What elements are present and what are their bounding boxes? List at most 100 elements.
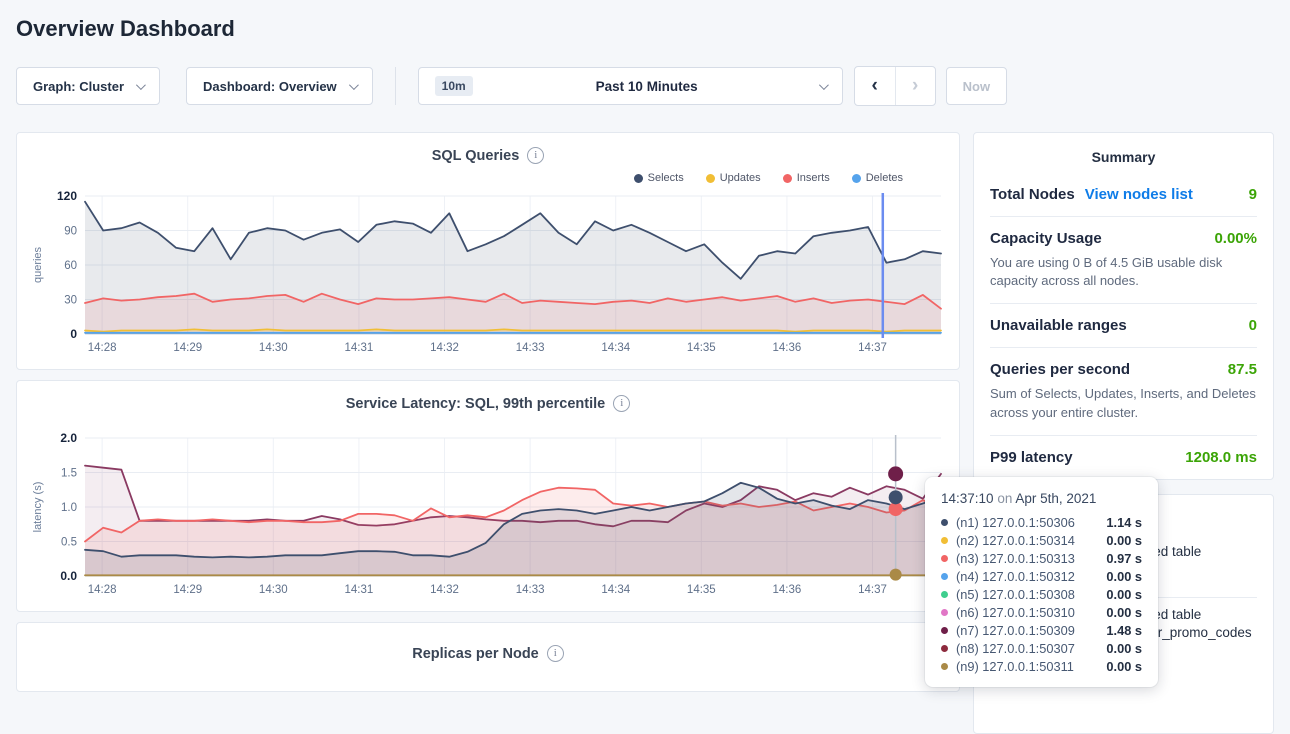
replicas-chart-card: Replicas per Node i (16, 622, 960, 692)
graph-scope-label: Graph: Cluster (33, 79, 124, 94)
svg-text:14:32: 14:32 (430, 584, 459, 596)
now-button[interactable]: Now (946, 67, 1007, 105)
tooltip-node-row: (n2) 127.0.0.1:503140.00 s (941, 531, 1142, 549)
node-latency-value: 0.97 s (1106, 551, 1142, 566)
graph-scope-dropdown[interactable]: Graph: Cluster (16, 67, 160, 105)
tooltip-node-row: (n9) 127.0.0.1:50311 0.00 s (941, 657, 1142, 675)
svg-text:14:36: 14:36 (773, 342, 802, 354)
svg-text:30: 30 (64, 295, 77, 307)
service-latency-chart-card: Service Latency: SQL, 99th percentile i … (16, 380, 960, 612)
summary-row-unavailable-ranges: Unavailable ranges 0 (974, 304, 1273, 347)
svg-text:14:32: 14:32 (430, 342, 459, 354)
svg-text:14:33: 14:33 (516, 584, 545, 596)
dashboard-dropdown[interactable]: Dashboard: Overview (186, 67, 373, 105)
node-color-dot-icon (941, 591, 948, 598)
replicas-chart-title: Replicas per Node (412, 646, 539, 662)
p99-latency-value: 1208.0 ms (1185, 449, 1257, 466)
node-latency-value: 0.00 s (1106, 641, 1142, 656)
node-address: (n7) 127.0.0.1:50309 (956, 623, 1098, 638)
qps-desc: Sum of Selects, Updates, Inserts, and De… (990, 385, 1257, 421)
total-nodes-value: 9 (1249, 186, 1257, 203)
prev-time-button[interactable]: ‹ (855, 67, 895, 105)
node-latency-value: 1.48 s (1106, 623, 1142, 638)
svg-text:14:34: 14:34 (601, 584, 630, 596)
svg-text:14:36: 14:36 (773, 584, 802, 596)
svg-text:latency (s): latency (s) (32, 482, 44, 533)
svg-text:90: 90 (64, 226, 77, 238)
svg-text:14:31: 14:31 (345, 342, 374, 354)
svg-text:1.0: 1.0 (61, 502, 77, 514)
legend-item-updates[interactable]: Updates (706, 170, 761, 186)
svg-text:120: 120 (57, 190, 77, 203)
tooltip-node-row: (n8) 127.0.0.1:50307 0.00 s (941, 639, 1142, 657)
dashboard-controls: Graph: Cluster Dashboard: Overview 10m P… (16, 66, 1274, 106)
svg-text:14:29: 14:29 (173, 342, 202, 354)
qps-label: Queries per second (990, 361, 1130, 378)
node-address: (n1) 127.0.0.1:50306 (956, 515, 1098, 530)
chevron-down-icon (136, 80, 146, 90)
svg-text:14:28: 14:28 (88, 584, 117, 596)
unavailable-ranges-value: 0 (1249, 317, 1257, 334)
tooltip-timestamp: 14:37:10 on Apr 5th, 2021 (941, 491, 1142, 506)
time-range-label: Past 10 Minutes (487, 79, 807, 94)
tooltip-node-row: (n7) 127.0.0.1:50309 1.48 s (941, 621, 1142, 639)
node-latency-value: 0.00 s (1106, 587, 1142, 602)
legend-item-inserts[interactable]: Inserts (783, 170, 830, 186)
node-color-dot-icon (941, 609, 948, 616)
svg-text:0.0: 0.0 (60, 569, 77, 583)
info-icon[interactable]: i (547, 645, 564, 662)
node-address: (n3) 127.0.0.1:50313 (956, 551, 1098, 566)
legend-dot-icon (706, 174, 715, 183)
capacity-usage-value: 0.00% (1214, 230, 1257, 247)
summary-row-qps: Queries per second 87.5 Sum of Selects, … (974, 348, 1273, 434)
svg-text:14:29: 14:29 (173, 584, 202, 596)
next-time-button[interactable]: › (895, 67, 935, 105)
legend-item-selects[interactable]: Selects (634, 170, 684, 186)
svg-text:14:34: 14:34 (601, 342, 630, 354)
svg-text:2.0: 2.0 (60, 432, 77, 445)
tooltip-node-row: (n5) 127.0.0.1:50308 0.00 s (941, 585, 1142, 603)
qps-value: 87.5 (1228, 361, 1257, 378)
chevron-down-icon (349, 80, 359, 90)
total-nodes-label: Total Nodes (990, 186, 1075, 203)
legend-item-deletes[interactable]: Deletes (852, 170, 903, 186)
node-address: (n9) 127.0.0.1:50311 (956, 659, 1098, 674)
node-latency-value: 0.00 s (1106, 569, 1142, 584)
summary-row-p99: P99 latency 1208.0 ms (974, 436, 1273, 479)
tooltip-node-row: (n3) 127.0.0.1:50313 0.97 s (941, 549, 1142, 567)
node-latency-value: 0.00 s (1106, 605, 1142, 620)
dashboard-dropdown-label: Dashboard: Overview (203, 79, 337, 94)
node-latency-value: 0.00 s (1106, 659, 1142, 674)
svg-text:14:37: 14:37 (858, 342, 887, 354)
svg-text:60: 60 (64, 260, 77, 272)
sql-queries-legend: Selects Updates Inserts Deletes (25, 170, 951, 186)
svg-text:14:37: 14:37 (858, 584, 887, 596)
svg-text:14:31: 14:31 (345, 584, 374, 596)
node-address: (n8) 127.0.0.1:50307 (956, 641, 1098, 656)
time-range-dropdown[interactable]: 10m Past 10 Minutes (418, 67, 843, 105)
legend-label: Inserts (797, 172, 830, 184)
svg-text:14:30: 14:30 (259, 584, 288, 596)
info-icon[interactable]: i (613, 395, 630, 412)
capacity-usage-desc: You are using 0 B of 4.5 GiB usable disk… (990, 254, 1257, 290)
node-address: (n5) 127.0.0.1:50308 (956, 587, 1098, 602)
node-color-dot-icon (941, 573, 948, 580)
svg-text:14:35: 14:35 (687, 584, 716, 596)
chevron-down-icon (819, 80, 829, 90)
node-address: (n2) 127.0.0.1:50314 (956, 533, 1098, 548)
svg-text:1.5: 1.5 (61, 468, 77, 480)
svg-text:0: 0 (70, 327, 77, 341)
summary-title: Summary (974, 133, 1273, 173)
node-color-dot-icon (941, 537, 948, 544)
summary-row-total-nodes: Total Nodes View nodes list 9 (974, 173, 1273, 216)
node-color-dot-icon (941, 627, 948, 634)
view-nodes-list-link[interactable]: View nodes list (1085, 186, 1193, 203)
legend-dot-icon (783, 174, 792, 183)
info-icon[interactable]: i (527, 147, 544, 164)
unavailable-ranges-label: Unavailable ranges (990, 317, 1127, 334)
sql-queries-chart[interactable]: 14:2814:2914:3014:3114:3214:3314:3414:35… (25, 190, 951, 363)
service-latency-chart-title: Service Latency: SQL, 99th percentile (346, 396, 606, 412)
svg-text:0.5: 0.5 (61, 537, 77, 549)
legend-label: Selects (648, 172, 684, 184)
service-latency-chart[interactable]: 14:28 14:29 14:30 14:31 14:32 14:33 14:34 14:35… (25, 432, 951, 605)
